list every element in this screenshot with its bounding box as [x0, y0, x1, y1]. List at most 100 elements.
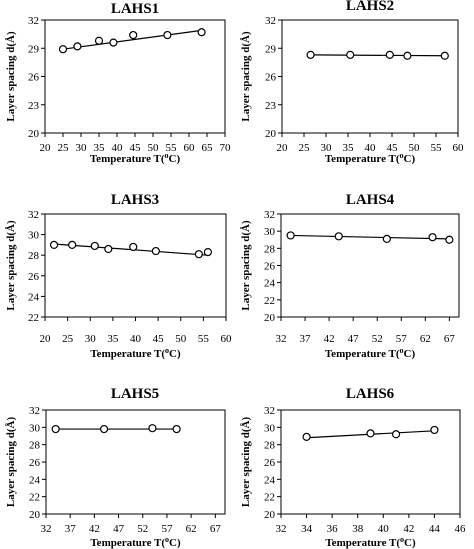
- x-tick-label: 35: [107, 333, 119, 345]
- data-point: [197, 28, 206, 37]
- x-tick-label: 20: [40, 333, 52, 345]
- x-axis-label: Temperature T(oC): [90, 151, 181, 165]
- data-point: [151, 246, 160, 256]
- data-point: [334, 232, 343, 241]
- y-tick-label: 23: [265, 100, 277, 112]
- x-tick-label: 60: [453, 142, 465, 154]
- data-point: [306, 50, 315, 59]
- x-tick-label: 35: [94, 142, 106, 154]
- y-tick-label: 26: [264, 261, 276, 273]
- y-tick-label: 30: [29, 422, 41, 434]
- x-tick-label: 60: [184, 142, 196, 154]
- x-axis-label-main: Temperature T(: [325, 153, 400, 165]
- x-tick-label: 55: [431, 142, 443, 154]
- x-tick-label: 34: [301, 523, 313, 535]
- trend-line: [310, 54, 445, 57]
- y-tick-label: 32: [264, 209, 275, 221]
- x-tick-label: 20: [40, 142, 52, 154]
- plot-frame: [45, 409, 226, 515]
- plot-frame: [44, 213, 227, 318]
- chart-panel-5: LAHS5 20 22 24 26 28 30 32 32 37 42 47 52 57 62 67 Layer…: [5, 386, 226, 549]
- x-tick-label: 52: [372, 333, 383, 345]
- degree-sign: o: [400, 535, 404, 544]
- y-tick-label: 30: [264, 226, 276, 238]
- trend-line: [62, 29, 202, 50]
- x-tick-label: 57: [161, 523, 173, 535]
- data-point: [403, 51, 412, 60]
- y-tick-label: 24: [264, 474, 276, 486]
- y-tick-label: 28: [264, 243, 276, 255]
- x-tick-label: 52: [137, 523, 148, 535]
- y-tick-label: 32: [265, 15, 276, 27]
- x-axis-label: Temperature T(oC): [90, 535, 181, 549]
- x-tick-label: 37: [300, 333, 312, 345]
- y-axis-label: Layer spacing d(Å): [240, 31, 252, 122]
- y-tick-label: 26: [264, 457, 276, 469]
- y-tick-label: 22: [264, 492, 275, 504]
- chart-panel-4: LAHS4 20 22 24 26 28 30 32 32 37 42 47 52 57 62 67 Layer…: [240, 192, 460, 360]
- x-axis-label-unit: C): [404, 537, 416, 549]
- y-tick-label: 20: [264, 312, 276, 324]
- degree-sign: o: [165, 151, 169, 160]
- y-tick-label: 26: [265, 72, 277, 84]
- x-axis-label: Temperature T(oC): [325, 151, 416, 165]
- data-point: [129, 242, 138, 252]
- degree-sign: o: [165, 535, 169, 544]
- x-tick-label: 57: [396, 333, 408, 345]
- x-axis-label-main: Temperature T(: [325, 348, 400, 360]
- x-axis-label-unit: C): [169, 537, 181, 549]
- x-tick-label: 55: [198, 333, 210, 345]
- trend-line: [290, 234, 450, 240]
- chart-title: LAHS5: [111, 386, 159, 402]
- x-tick-label: 40: [112, 142, 124, 154]
- y-tick-label: 26: [29, 457, 41, 469]
- data-point: [172, 424, 181, 434]
- plot-frame: [280, 409, 461, 515]
- x-tick-label: 70: [220, 142, 232, 154]
- chart-title: LAHS1: [111, 1, 159, 17]
- y-tick-label: 24: [29, 474, 41, 486]
- x-tick-label: 40: [378, 523, 390, 535]
- x-axis-label-unit: C): [169, 153, 181, 165]
- x-tick-label: 50: [409, 142, 421, 154]
- data-point: [385, 50, 394, 59]
- x-tick-label: 62: [420, 333, 431, 345]
- data-point: [302, 432, 311, 441]
- data-point: [129, 30, 138, 40]
- x-tick-label: 67: [210, 523, 222, 535]
- chart-panel-1: LAHS1 20 23 26 29 32 20 25 30 35 40 45 50 55 60 65 70 Lay…: [5, 1, 231, 165]
- plot-frame: [281, 19, 459, 134]
- x-axis-label-unit: C): [404, 153, 416, 165]
- data-point: [99, 424, 109, 434]
- x-tick-label: 65: [202, 142, 214, 154]
- x-tick-label: 36: [327, 523, 339, 535]
- x-tick-label: 62: [186, 523, 197, 535]
- x-tick-label: 40: [365, 142, 377, 154]
- data-point: [445, 235, 454, 244]
- y-tick-label: 26: [28, 271, 40, 283]
- y-tick-label: 32: [28, 209, 39, 221]
- x-tick-label: 32: [276, 523, 287, 535]
- x-tick-label: 35: [343, 142, 355, 154]
- x-tick-label: 55: [166, 142, 178, 154]
- x-tick-label: 42: [324, 333, 335, 345]
- degree-sign: o: [165, 346, 169, 355]
- x-tick-label: 30: [85, 333, 97, 345]
- x-axis-label: Temperature T(oC): [90, 346, 181, 360]
- y-tick-label: 22: [28, 312, 39, 324]
- degree-sign: o: [400, 346, 404, 355]
- x-tick-label: 30: [321, 142, 333, 154]
- data-point: [51, 424, 60, 434]
- x-tick-label: 50: [148, 142, 160, 154]
- data-point: [109, 38, 118, 47]
- data-point: [163, 30, 172, 40]
- data-point: [58, 45, 68, 54]
- y-tick-label: 20: [264, 509, 276, 521]
- chart-title: LAHS4: [346, 192, 395, 208]
- y-tick-label: 28: [28, 250, 40, 262]
- chart-title: LAHS3: [111, 192, 159, 208]
- x-tick-label: 42: [403, 523, 414, 535]
- data-point: [286, 231, 295, 240]
- data-point: [104, 244, 113, 254]
